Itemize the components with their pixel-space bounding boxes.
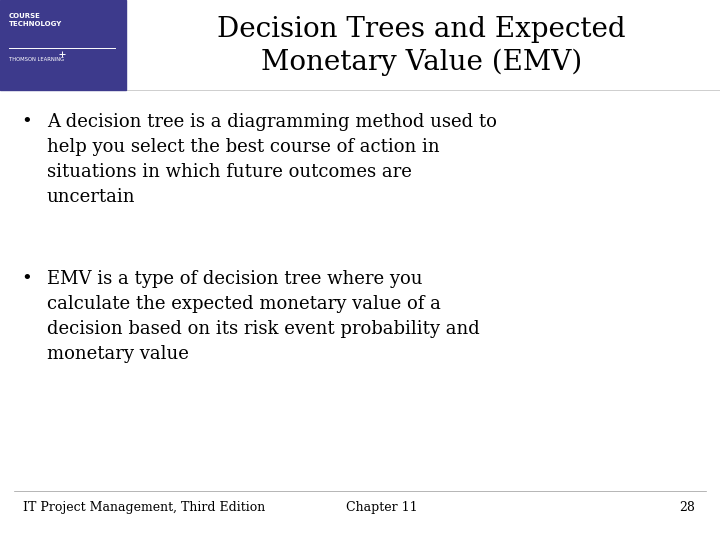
Text: •: •	[22, 113, 32, 131]
Text: Decision Trees and Expected
Monetary Value (EMV): Decision Trees and Expected Monetary Val…	[217, 16, 626, 76]
Text: IT Project Management, Third Edition: IT Project Management, Third Edition	[23, 501, 265, 514]
Text: Chapter 11: Chapter 11	[346, 501, 418, 514]
Text: EMV is a type of decision tree where you
calculate the expected monetary value o: EMV is a type of decision tree where you…	[47, 270, 480, 363]
Text: COURSE
TECHNOLOGY: COURSE TECHNOLOGY	[9, 14, 62, 27]
Text: THOMSON LEARNING: THOMSON LEARNING	[9, 57, 64, 62]
Text: 28: 28	[679, 501, 695, 514]
Text: •: •	[22, 270, 32, 288]
Bar	[0, 0, 126, 90]
Text: A decision tree is a diagramming method used to
help you select the best course : A decision tree is a diagramming method …	[47, 113, 497, 206]
